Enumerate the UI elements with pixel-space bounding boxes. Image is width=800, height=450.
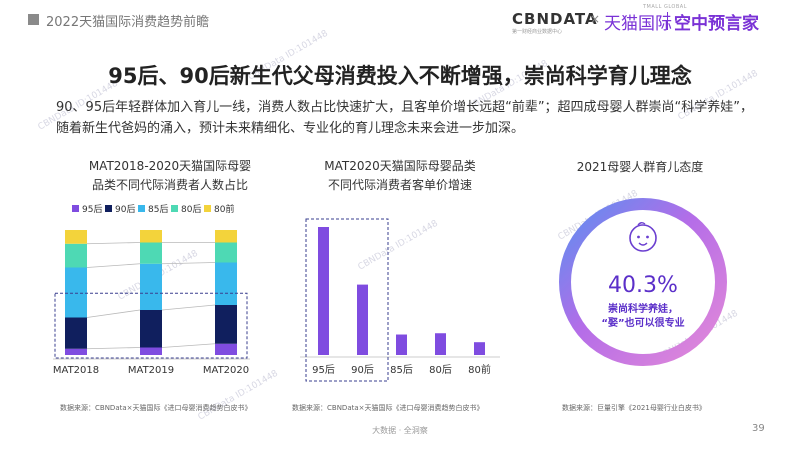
bar-MAT2019-80后 (140, 242, 162, 264)
legend-swatch-2 (138, 205, 145, 212)
bar-85后 (396, 334, 407, 355)
bar-95后 (318, 227, 329, 355)
footer-text: 大数据 · 全洞察 (372, 426, 428, 435)
chart2-bar: 95后 90后 85后 80后 80前 (300, 218, 500, 382)
page-title: 95后、90后新生代父母消费投入不断增强，崇尚科学育儿理念 (108, 64, 692, 88)
donut-ring (559, 198, 727, 366)
x-tick-80前: 80前 (468, 363, 491, 376)
tmall-global-logo: 天猫国际 (604, 14, 672, 34)
baby-face-outline (629, 224, 657, 252)
bar-MAT2018-80后 (65, 243, 87, 268)
tmall-global-logo-subtitle: TMALL GLOBAL (643, 4, 688, 10)
chart3-title: 2021母婴人群育儿态度 (576, 160, 704, 174)
logo-divider (667, 12, 668, 30)
connector-line (161, 262, 216, 265)
chart3-source: 数据来源：巨量引擎《2021母婴行业白皮书》 (562, 404, 706, 412)
donut-caption-line-0: 崇尚科学养娃， (608, 302, 678, 315)
cbndata-logo: CBNDATA (512, 10, 598, 28)
donut-value-label: 40.3% (608, 273, 678, 298)
chart1-source: 数据来源：CBNData×天猫国际《进口母婴消费趋势白皮书》 (60, 404, 252, 412)
bar-MAT2019-90后 (140, 310, 162, 348)
bar-MAT2020-80前 (215, 230, 237, 243)
baby-face-mouth (638, 242, 648, 246)
chart1-title-line1: MAT2018-2020天猫国际母婴 (88, 159, 252, 173)
bar-MAT2019-85后 (140, 263, 162, 310)
legend-swatch-4 (204, 205, 211, 212)
chart2-title-line2: 不同代际消费者客单价增速 (327, 178, 472, 192)
legend-label-0: 95后 (82, 204, 102, 215)
bar-80后 (435, 333, 446, 355)
bar-MAT2018-90后 (65, 317, 87, 349)
bar-MAT2020-90后 (215, 305, 237, 344)
connector-line (86, 347, 141, 350)
bar-MAT2018-85后 (65, 267, 87, 318)
legend-label-2: 85后 (148, 204, 168, 215)
header-marker (28, 14, 39, 25)
baby-face-eye (637, 235, 640, 239)
x-tick-MAT2020: MAT2020 (203, 365, 249, 376)
header-title: 2022天猫国际消费趋势前瞻 (46, 15, 210, 30)
baby-face-hair (637, 222, 646, 226)
chart2-source: 数据来源：CBNData×天猫国际《进口母婴消费趋势白皮书》 (292, 404, 484, 412)
donut-caption-line-1: “娶”也可以很专业 (601, 316, 684, 329)
legend-swatch-3 (171, 205, 178, 212)
x-tick-MAT2019: MAT2019 (128, 365, 174, 376)
chart1-title: MAT2018-2020天猫国际母婴 品类不同代际消费者人数占比 (50, 157, 290, 195)
logo-separator-x: × (590, 12, 601, 26)
bar-MAT2020-95后 (215, 343, 237, 355)
chart2-title: MAT2020天猫国际母婴品类 不同代际消费者客单价增速 (290, 157, 510, 195)
legend-label-4: 80前 (214, 203, 234, 215)
bar-90后 (357, 284, 368, 355)
page-subtitle: 90、95后年轻群体加入育儿一线，消费人数占比快速扩大，且客单价增长远超“前辈”… (56, 100, 754, 136)
chart1-stacked-bar: 95后 90后 85后 80后 80前 MAT2018 MAT2019 MAT2020 (53, 203, 250, 376)
bar-MAT2019-95后 (140, 347, 162, 355)
chart3-donut: 40.3% 崇尚科学养娃，“娶”也可以很专业 (559, 198, 727, 366)
baby-face-eye (646, 235, 649, 239)
baby-face-icon (629, 222, 657, 252)
donut-inner (573, 212, 713, 352)
x-tick-90后: 90后 (351, 364, 374, 376)
highlight-box (54, 292, 248, 359)
legend-swatch-1 (105, 205, 112, 212)
x-tick-95后: 95后 (312, 364, 335, 376)
legend-swatch-0 (72, 205, 79, 212)
x-tick-85后: 85后 (390, 364, 413, 376)
kongzhong-yuyanjia-logo: 空中预言家 (674, 14, 759, 34)
connector-line (161, 304, 216, 311)
x-tick-80后: 80后 (429, 364, 452, 376)
page-number: 39 (752, 423, 765, 434)
bar-80前 (474, 342, 485, 355)
highlight-box (305, 218, 389, 382)
bar-MAT2018-80前 (65, 230, 87, 244)
bar-MAT2020-85后 (215, 262, 237, 305)
chart2-title-line1: MAT2020天猫国际母婴品类 (324, 159, 476, 173)
bar-MAT2020-80后 (215, 242, 237, 263)
bar-MAT2018-95后 (65, 348, 87, 355)
legend-label-3: 80后 (181, 204, 201, 215)
legend-label-1: 90后 (115, 204, 135, 215)
x-tick-MAT2018: MAT2018 (53, 365, 99, 376)
connector-line (86, 309, 141, 318)
connector-line (161, 343, 216, 348)
connector-line (86, 263, 141, 268)
cbndata-logo-subtitle: 第一财经商业数据中心 (512, 29, 563, 35)
connector-line (86, 242, 141, 245)
bar-MAT2019-80前 (140, 230, 162, 243)
chart1-title-line2: 品类不同代际消费者人数占比 (91, 178, 248, 192)
